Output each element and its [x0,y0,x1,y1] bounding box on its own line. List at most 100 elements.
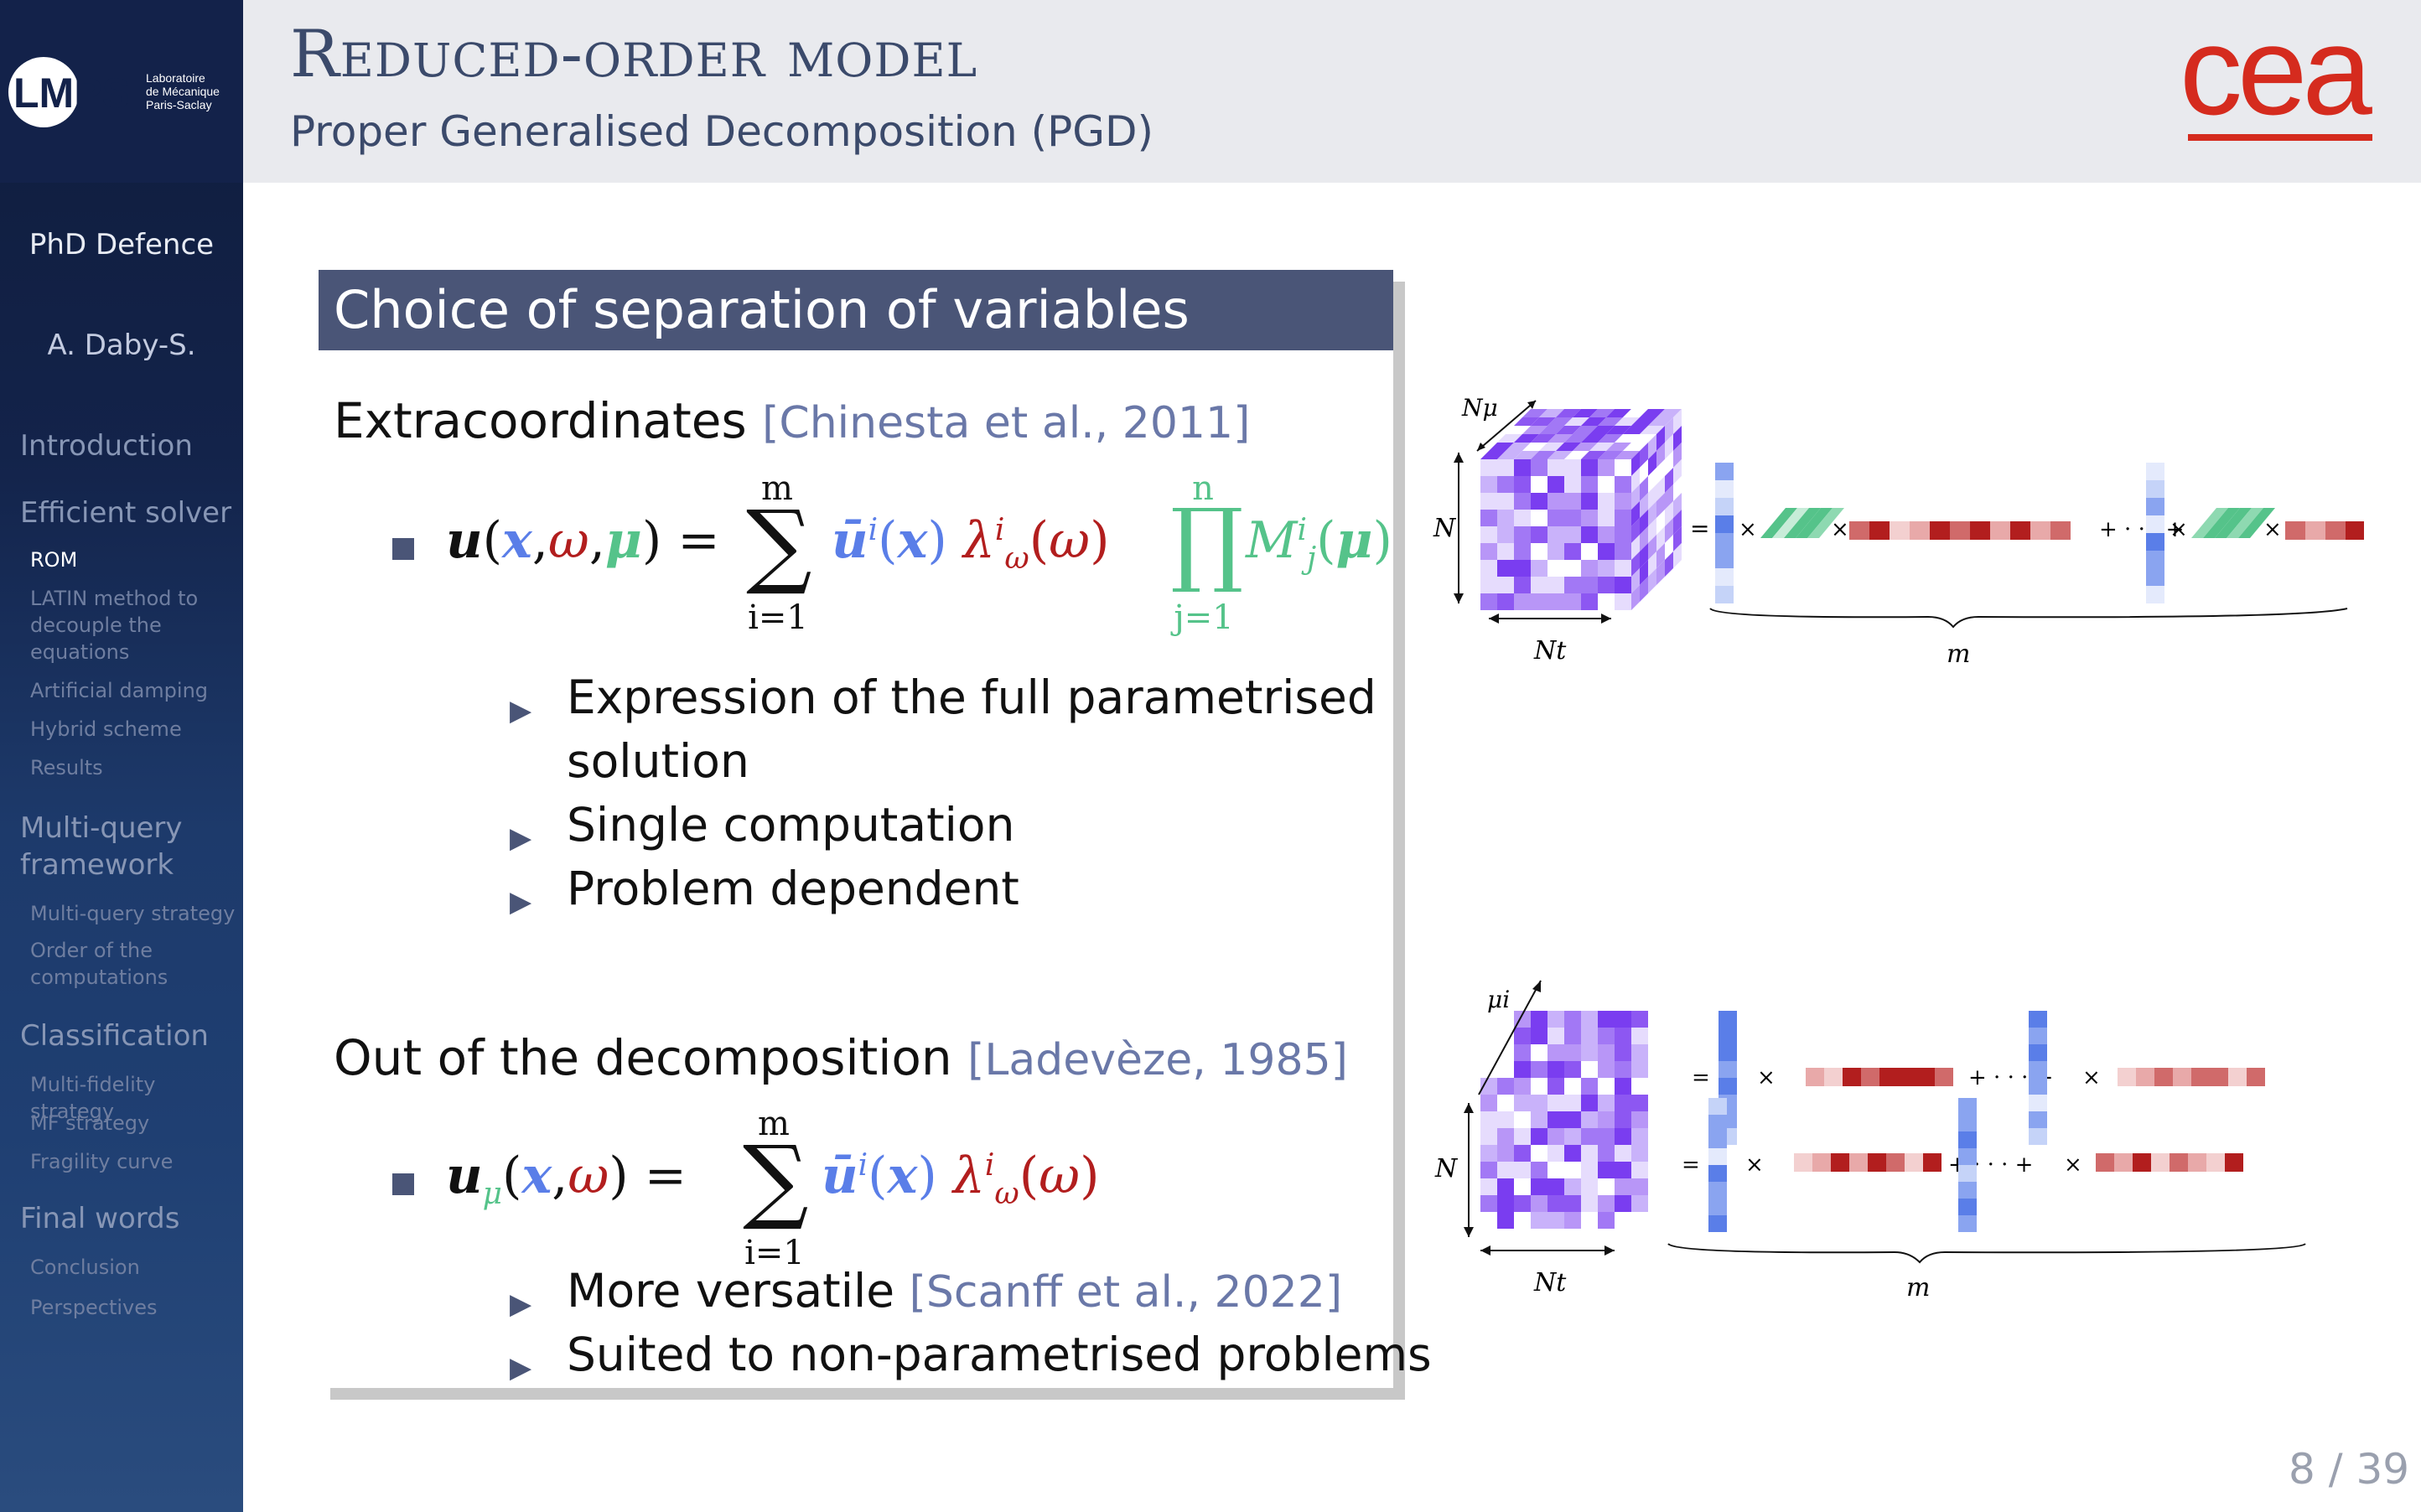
nav-sub-latin[interactable]: LATIN method to decouple the equations [30,587,199,664]
nav-sub-hybrid-scheme[interactable]: Hybrid scheme [30,717,182,741]
nav-sub-results[interactable]: Results [30,756,103,779]
spatial-mode-cell [2029,1095,2047,1111]
nav-sub-rom[interactable]: ROM [30,548,78,572]
tensor-grid-cell [1581,1061,1598,1078]
time-mode-cell [2325,521,2346,540]
spatial-mode-cell [2146,586,2164,603]
tensor-grid-cell [1480,1178,1497,1195]
spatial-mode-cell [1708,1215,1727,1232]
cube-front-cell [1564,493,1581,510]
spatial-mode-cell [1719,1061,1737,1078]
cube-front-cell [1615,459,1631,476]
cube-front-cell [1547,560,1564,577]
cube-front-cell [1564,543,1581,560]
pgd-modes-row: × × + · · · +× × [1715,463,2364,603]
parameter-mode-cell [1784,508,1821,538]
tensor-grid-cell [1581,1078,1598,1095]
tensor-grid-cell [1631,1128,1648,1145]
tensor-grid-cell [1480,1111,1497,1128]
tensor-grid-cell [1480,1095,1497,1111]
cube-front-cell [1547,459,1564,476]
tensor-grid-cell [1564,1044,1581,1061]
time-mode-cell [2096,1153,2114,1172]
cube-front-cell [1514,510,1531,526]
time-mode-cell [2206,1153,2225,1172]
nav-classification[interactable]: Classification [20,1019,209,1053]
time-mode-cell [2133,1153,2151,1172]
tensor-grid-cell [1581,1128,1598,1145]
cube-front-cell [1615,577,1631,593]
tensor-grid-cell [1547,1078,1564,1095]
nav-introduction[interactable]: Introduction [20,429,193,463]
bullet-more-versatile-text: More versatile [567,1264,895,1318]
cube-front-cell [1564,476,1581,493]
time-mode-cell [1843,1068,1861,1086]
time-mode-cell [1861,1068,1879,1086]
cube-front-cell [1480,543,1497,560]
section2-citation: [Ladevèze, 1985] [967,1035,1348,1085]
tensor-grid-cell [1615,1061,1631,1078]
cube-front-cell [1615,543,1631,560]
nav-sub-multi-query-strategy[interactable]: Multi-query strategy [30,902,236,925]
tensor-grid-cell [1581,1178,1598,1195]
tensor-grid-cell [1615,1178,1631,1195]
spatial-mode-cell [1719,1078,1737,1095]
tensor-grid-cell [1531,1145,1547,1162]
spatial-mode-cell [2146,551,2164,568]
tensor-grid-cell [1615,1011,1631,1028]
nav-final-words[interactable]: Final words [20,1202,180,1235]
eq1-terms: ūi(x) λiω(ω) [832,511,1110,576]
cube-front-cell [1547,476,1564,493]
tensor-grid-cell [1581,1044,1598,1061]
cube-front-cell [1581,510,1598,526]
label-m-2: m [1906,1273,1930,1302]
tensor-cube [1480,409,1682,610]
time-mode-cell [2191,1068,2210,1086]
tensor-grid-cell [1615,1162,1631,1178]
nav-sub-fragility-curve[interactable]: Fragility curve [30,1150,174,1173]
tensor-grid-cell [1547,1128,1564,1145]
nav-sub-multi-fidelity[interactable]: Multi-fidelity strategy [30,1073,156,1123]
nav-sub-order-computations[interactable]: Order of the computations [30,939,168,989]
tensor-grid-cell [1514,1078,1531,1095]
spatial-mode-cell [1715,463,1734,480]
cube-front-cell [1598,577,1615,593]
tensor-grid-cell [1497,1212,1514,1229]
cube-front-cell [1480,593,1497,610]
author: A. Daby-S. [47,329,196,362]
cube-front-cell [1531,493,1547,510]
nav-sub-artificial-damping[interactable]: Artificial damping [30,679,209,702]
nav-sub-conclusion[interactable]: Conclusion [30,1256,140,1279]
equation-2: uμ(x,ω) = [446,1147,687,1211]
spatial-mode-cell [1708,1131,1727,1148]
spatial-mode-cell [1719,1028,1737,1044]
tensor-grid-cell [1631,1111,1648,1128]
operator: × [2263,517,2282,542]
tensor-grid-cell [1564,1011,1581,1028]
parameter-mode-cell [1772,508,1809,538]
tensor-grid-cell [1514,1044,1531,1061]
spatial-mode-cell [1715,515,1734,533]
nav-sub-mf-strategy[interactable]: MF strategy [30,1111,150,1135]
time-mode-cell [1806,1068,1824,1086]
cube-front-cell [1564,510,1581,526]
spatial-mode-cell [1958,1131,1977,1148]
tensor-grid-cell [1514,1212,1531,1229]
tensor-grid-cell [1615,1028,1631,1044]
spatial-mode-cell [2146,498,2164,515]
cube-front-cell [1480,459,1497,476]
nav-multi-query[interactable]: Multi-query framework [20,811,183,882]
tensor-grid-cell [1480,1195,1497,1212]
tensor-grid-cell [1531,1162,1547,1178]
figure-pgd-extracoords: Nμ N Nt = × × + · · · +× × m [1433,394,2364,669]
label-n: N [1433,514,1457,543]
parameter-mode-cell [2227,508,2263,538]
nav-sub-perspectives[interactable]: Perspectives [30,1296,158,1319]
tensor-grid-cell [1514,1061,1531,1078]
cube-front-cell [1497,459,1514,476]
tensor-grid-cell [1547,1044,1564,1061]
cube-front-cell [1547,577,1564,593]
tensor-grid-cell [1480,1128,1497,1145]
nav-efficient-solver[interactable]: Efficient solver [20,496,232,530]
time-mode-cell [1868,1153,1886,1172]
